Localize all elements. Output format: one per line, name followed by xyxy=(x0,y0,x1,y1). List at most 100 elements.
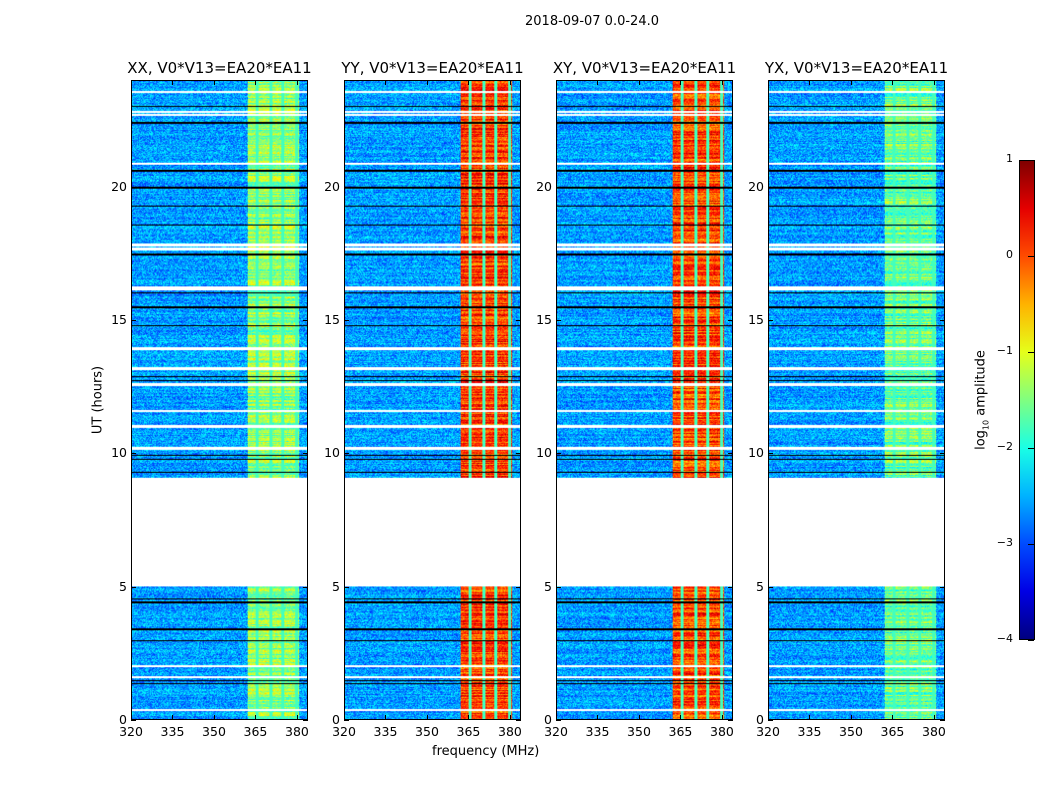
colorbar-tick-label: 1 xyxy=(1006,152,1013,165)
y-tick xyxy=(516,186,521,188)
colorbar xyxy=(1019,160,1035,640)
x-tick xyxy=(768,715,769,720)
y-tick xyxy=(131,186,136,188)
x-tick xyxy=(556,80,557,85)
x-tick xyxy=(426,80,428,85)
colorbar-tick xyxy=(1028,256,1034,257)
y-tick-label: 5 xyxy=(544,578,552,594)
panel-title: XY, V0*V13=EA20*EA11 xyxy=(552,59,737,77)
x-tick xyxy=(296,80,298,85)
x-tick xyxy=(344,715,345,720)
x-tick-label: 335 xyxy=(373,724,398,739)
y-tick-label: 20 xyxy=(536,178,552,194)
y-tick xyxy=(728,586,733,588)
x-tick xyxy=(638,80,640,85)
x-tick xyxy=(213,80,215,85)
y-tick-label: 10 xyxy=(324,445,340,461)
colorbar-tick xyxy=(1028,640,1034,641)
x-tick xyxy=(255,80,257,85)
y-tick-label: 20 xyxy=(324,178,340,194)
y-tick xyxy=(131,453,136,455)
heatmap-canvas xyxy=(345,81,520,719)
x-tick xyxy=(468,80,470,85)
y-tick-label: 0 xyxy=(119,712,127,727)
y-tick xyxy=(303,586,308,588)
panel-title: YX, V0*V13=EA20*EA11 xyxy=(764,59,949,77)
y-tick xyxy=(556,720,561,721)
suptitle: 2018-09-07 0.0-24.0 xyxy=(525,14,659,29)
y-tick xyxy=(768,586,773,588)
x-tick-label: 365 xyxy=(668,724,693,739)
x-tick xyxy=(850,80,852,85)
y-tick-label: 10 xyxy=(748,445,764,461)
x-tick-label: 380 xyxy=(285,724,309,739)
y-tick xyxy=(303,453,308,455)
y-axis-label: UT (hours) xyxy=(90,365,106,435)
x-tick xyxy=(172,80,174,85)
colorbar-tick-label: −1 xyxy=(996,344,1013,357)
x-tick xyxy=(131,80,132,85)
colorbar-tick-label: −4 xyxy=(996,632,1013,645)
y-tick xyxy=(768,186,773,188)
panel-title: XX, V0*V13=EA20*EA11 xyxy=(127,59,312,77)
x-tick-label: 335 xyxy=(797,724,822,739)
x-tick xyxy=(680,80,682,85)
y-tick xyxy=(768,720,773,721)
x-tick xyxy=(255,715,257,720)
colorbar-label: log10 amplitude xyxy=(973,350,991,450)
y-tick xyxy=(344,186,349,188)
y-tick xyxy=(131,586,136,588)
x-tick-label: 320 xyxy=(756,724,780,739)
colorbar-tick xyxy=(1028,160,1034,161)
x-tick-label: 350 xyxy=(839,724,863,739)
colorbar-tick-label: −2 xyxy=(996,440,1013,453)
y-tick-label: 5 xyxy=(756,578,764,594)
x-tick xyxy=(172,715,174,720)
x-tick xyxy=(509,715,511,720)
y-tick-label: 0 xyxy=(544,712,552,727)
x-tick xyxy=(892,715,894,720)
y-tick xyxy=(344,453,349,455)
x-tick xyxy=(721,80,723,85)
heatmap-canvas xyxy=(132,81,307,719)
x-tick xyxy=(344,80,345,85)
y-tick xyxy=(303,720,308,721)
y-tick xyxy=(940,186,945,188)
x-tick xyxy=(809,80,811,85)
y-tick xyxy=(728,453,733,455)
x-tick xyxy=(296,715,298,720)
y-tick-label: 15 xyxy=(536,312,552,327)
colorbar-tick xyxy=(1028,352,1034,353)
y-tick-label: 20 xyxy=(748,178,764,194)
x-tick xyxy=(892,80,894,85)
y-tick xyxy=(728,720,733,721)
y-tick-label: 15 xyxy=(324,312,340,327)
y-tick-label: 5 xyxy=(332,578,340,594)
heatmap-canvas xyxy=(769,81,944,719)
y-tick xyxy=(303,320,308,321)
x-tick-label: 335 xyxy=(160,724,185,739)
x-tick xyxy=(768,80,769,85)
heatmap-panel xyxy=(768,80,945,720)
y-tick xyxy=(131,320,136,321)
y-tick xyxy=(556,320,561,321)
x-tick xyxy=(131,715,132,720)
y-tick-label: 15 xyxy=(748,312,764,327)
x-tick xyxy=(556,715,557,720)
x-tick xyxy=(385,80,387,85)
x-tick xyxy=(680,715,682,720)
y-tick xyxy=(303,186,308,188)
y-tick xyxy=(768,320,773,321)
x-tick xyxy=(933,80,935,85)
y-tick xyxy=(940,320,945,321)
x-tick xyxy=(933,715,935,720)
x-tick xyxy=(426,715,428,720)
y-tick-label: 10 xyxy=(111,445,127,461)
y-tick-label: 5 xyxy=(119,578,127,594)
y-tick xyxy=(768,453,773,455)
x-axis-label: frequency (MHz) xyxy=(432,744,540,759)
y-tick-label: 20 xyxy=(111,178,127,194)
x-tick xyxy=(809,715,811,720)
x-tick xyxy=(638,715,640,720)
colorbar-tick-label: −3 xyxy=(996,536,1013,549)
